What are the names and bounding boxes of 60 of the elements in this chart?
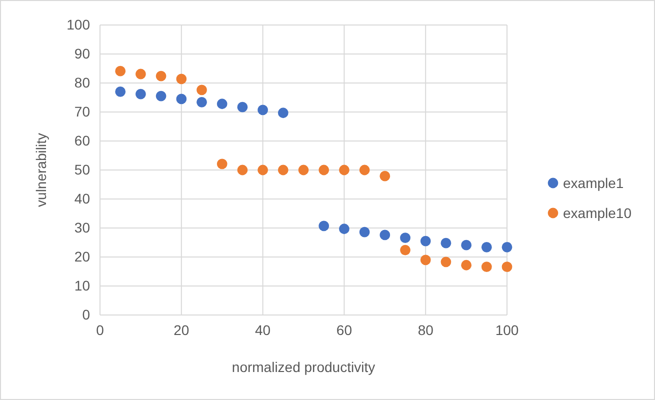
point (258, 104, 268, 116)
point (196, 96, 207, 108)
y-tick-label: 40 (74, 190, 90, 206)
y-tick-label: 0 (82, 306, 90, 322)
point (156, 90, 166, 102)
y-tick-label: 30 (74, 219, 90, 236)
y-tick-label: 90 (74, 45, 90, 62)
point (196, 84, 207, 96)
point (298, 164, 309, 176)
x-tick-label: 60 (336, 322, 352, 338)
point (258, 164, 268, 176)
point (420, 236, 431, 246)
point (380, 230, 390, 240)
point (461, 260, 472, 270)
point (380, 170, 390, 182)
point (502, 262, 512, 272)
x-tick-label: 20 (174, 322, 190, 338)
point (359, 164, 370, 176)
point (237, 164, 248, 176)
point (136, 88, 146, 100)
y-tick-label: 20 (74, 248, 90, 264)
x-tick-label: 40 (255, 322, 271, 338)
y-tick-label: 60 (74, 132, 90, 148)
y-tick-label: 10 (74, 277, 90, 294)
point (420, 254, 431, 266)
point (176, 94, 187, 104)
point (339, 224, 350, 234)
y-axis-title: vulnerability (33, 133, 49, 207)
y-tick-label: 50 (74, 161, 90, 178)
point (156, 70, 166, 82)
legend-label: example1 (563, 175, 624, 191)
legend-label: example10 (563, 205, 632, 221)
point (237, 102, 248, 112)
point (318, 164, 330, 176)
point (359, 226, 370, 238)
point (115, 86, 126, 97)
point (318, 220, 330, 232)
point (440, 238, 452, 248)
point (216, 98, 228, 110)
point (136, 68, 146, 80)
y-tick-label: 70 (74, 103, 90, 120)
point (481, 242, 492, 252)
point (400, 244, 410, 256)
x-tick-label: 100 (495, 322, 519, 338)
x-tick-label: 80 (418, 322, 434, 338)
point (400, 232, 410, 244)
point (176, 74, 187, 84)
point (461, 240, 472, 250)
x-tick-label: 0 (96, 322, 104, 338)
point (278, 164, 288, 176)
point (481, 262, 492, 272)
point (216, 158, 228, 170)
y-tick-label: 80 (74, 74, 90, 90)
point (278, 108, 288, 118)
point (115, 66, 126, 76)
point (339, 164, 350, 176)
y-tick-label: 100 (66, 16, 90, 32)
point (440, 256, 452, 268)
point (502, 242, 512, 252)
x-axis-title: normalized productivity (232, 359, 376, 375)
